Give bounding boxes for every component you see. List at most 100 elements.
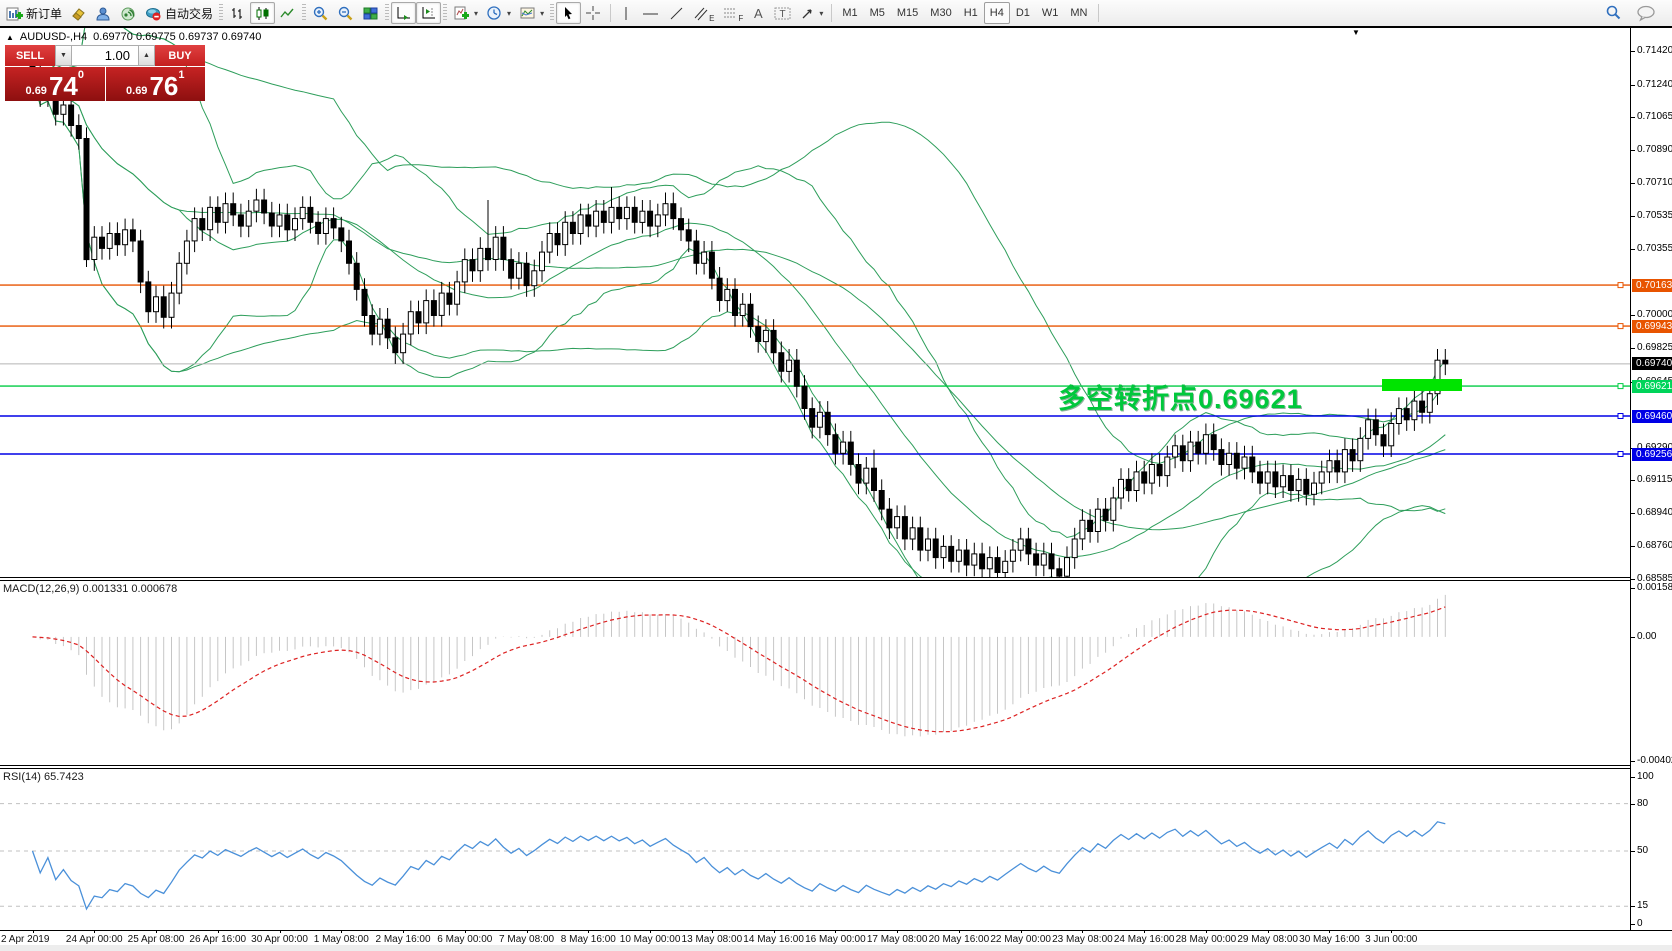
candle-body-bear: [1257, 471, 1263, 484]
autotrading-button[interactable]: 自动交易: [141, 2, 217, 24]
sell-price[interactable]: 0.69 74 0: [5, 67, 105, 101]
text-tool[interactable]: A: [747, 2, 769, 24]
price-tick-label: 0.69825: [1637, 342, 1672, 354]
candle-body-bear: [1303, 478, 1310, 495]
chart-shift-button[interactable]: [416, 2, 442, 24]
eraser-button[interactable]: [66, 2, 91, 24]
sell-button[interactable]: SELL: [5, 45, 55, 66]
axis-tick-mark: [1631, 924, 1635, 925]
rsi-line: [31, 821, 1446, 911]
auto-scroll-button[interactable]: [391, 2, 417, 24]
timeframe-m1[interactable]: M1: [842, 7, 858, 19]
candle-body-bull: [1434, 359, 1441, 395]
candle-body-bull: [1318, 471, 1325, 484]
timeframe-h1[interactable]: H1: [963, 7, 978, 19]
arrows-tool[interactable]: ▾: [796, 2, 827, 24]
timeframe-d1[interactable]: D1: [1015, 7, 1030, 19]
pane-separator[interactable]: [0, 765, 1672, 769]
autotrading-label: 自动交易: [165, 6, 214, 21]
volume-input[interactable]: 1.00: [72, 45, 138, 66]
price-tick-label: 0.00: [1637, 630, 1657, 642]
price-tick-label: 0.001585: [1637, 582, 1672, 593]
candle-body-bull: [168, 292, 175, 318]
timeframe-h4[interactable]: H4: [983, 2, 1010, 24]
signals-button[interactable]: [116, 2, 141, 24]
fibonacci-tool[interactable]: F: [718, 2, 747, 24]
hline-handle[interactable]: [1617, 383, 1624, 390]
zoom-in-button[interactable]: [308, 2, 333, 24]
clock-icon: [486, 5, 503, 22]
channel-tool[interactable]: E: [689, 2, 718, 24]
candle-body-bull: [1202, 434, 1209, 454]
time-tick-mark: [341, 930, 343, 933]
candle-body-bull: [724, 288, 731, 302]
candle-body-bear: [446, 292, 453, 305]
timeframe-m30[interactable]: M30: [930, 7, 952, 19]
candle-body-bear: [1102, 508, 1109, 521]
macd-pane[interactable]: [0, 581, 1630, 765]
chart-annotation-text[interactable]: 多空转折点0.69621: [1058, 384, 1303, 414]
volume-down-button[interactable]: ▼: [55, 45, 72, 66]
rsi-pane[interactable]: [0, 769, 1630, 930]
candle-body-bull: [1110, 497, 1117, 521]
text-label-tool[interactable]: T: [769, 2, 796, 24]
time-label: 30 May 16:00: [1299, 934, 1360, 945]
hline-handle[interactable]: [1617, 413, 1624, 419]
candle-body-bear: [1287, 475, 1294, 492]
price-badge-0.69740: 0.69740: [1632, 357, 1672, 371]
candle-body-bull: [423, 300, 430, 324]
candle-body-bear: [855, 464, 862, 484]
line-chart-button[interactable]: [275, 2, 300, 24]
timeframe-m5[interactable]: M5: [869, 7, 885, 19]
volume-up-button[interactable]: ▲: [138, 45, 155, 66]
periods-button[interactable]: ▾: [482, 2, 515, 24]
price-tick-label: 15: [1637, 900, 1649, 912]
candle-body-bear: [693, 240, 700, 264]
hline-handle[interactable]: [1617, 323, 1624, 330]
timeframe-mn[interactable]: MN: [1070, 7, 1088, 19]
hline-handle[interactable]: [1617, 451, 1624, 457]
timeframe-m15[interactable]: M15: [896, 7, 919, 19]
cursor-tool-button[interactable]: [556, 2, 582, 24]
templates-button[interactable]: ▾: [515, 2, 548, 24]
time-tick-mark: [94, 930, 96, 933]
price-tick-label: 0.70710: [1637, 177, 1672, 189]
horizontal-line-tool[interactable]: [637, 2, 664, 24]
bar-chart-button[interactable]: [225, 2, 250, 24]
buy-price-big: 76: [149, 71, 179, 101]
tile-windows-button[interactable]: [358, 2, 383, 24]
buy-button[interactable]: BUY: [155, 45, 205, 66]
time-label: 3 Jun 00:00: [1365, 934, 1418, 945]
crosshair-tool-button[interactable]: [581, 2, 606, 24]
hline-handle[interactable]: [1617, 282, 1624, 289]
pane-separator[interactable]: [0, 577, 1672, 581]
price-chart-pane[interactable]: [0, 28, 1630, 577]
buy-price[interactable]: 0.69 76 1: [105, 67, 205, 101]
price-tick-label: 0.70000: [1637, 309, 1672, 321]
green-highlight-bar[interactable]: [1382, 379, 1462, 391]
candlestick-chart-button[interactable]: [250, 2, 276, 24]
axis-tick-mark: [1631, 51, 1635, 52]
zoom-out-button[interactable]: [333, 2, 358, 24]
indicators-button[interactable]: ▾: [449, 2, 482, 24]
new-order-button[interactable]: 新订单: [2, 2, 66, 24]
timeframe-group: M1 M5 M15 M30 H1 H4 D1 W1 MN: [836, 2, 1093, 24]
search-icon[interactable]: [1604, 4, 1622, 22]
chat-icon[interactable]: [1636, 4, 1656, 22]
time-tick-mark: [1205, 930, 1207, 933]
candle-body-bull: [1040, 553, 1047, 566]
profiles-button[interactable]: [91, 2, 116, 24]
vertical-line-tool[interactable]: [615, 2, 637, 24]
trendline-tool[interactable]: [664, 2, 689, 24]
price-tick-label: 0.71420: [1637, 45, 1672, 56]
collapse-icon[interactable]: ▲: [6, 32, 14, 42]
candle-body-bear: [1403, 408, 1410, 421]
candle-body-bull: [1280, 475, 1287, 488]
toolbar-grip: [302, 4, 307, 22]
candle-body-bear: [330, 218, 337, 229]
one-click-trading-panel: SELL ▼ 1.00 ▲ BUY 0.69 74 0 0.69 76 1: [5, 45, 205, 101]
candle-body-bull: [1187, 441, 1194, 462]
timeframe-w1[interactable]: W1: [1041, 7, 1059, 19]
axis-tick-mark: [1631, 579, 1635, 580]
price-axis[interactable]: 0.71420 0.71240 0.71065 0.70890 0.70710 0.705…: [1630, 28, 1672, 930]
